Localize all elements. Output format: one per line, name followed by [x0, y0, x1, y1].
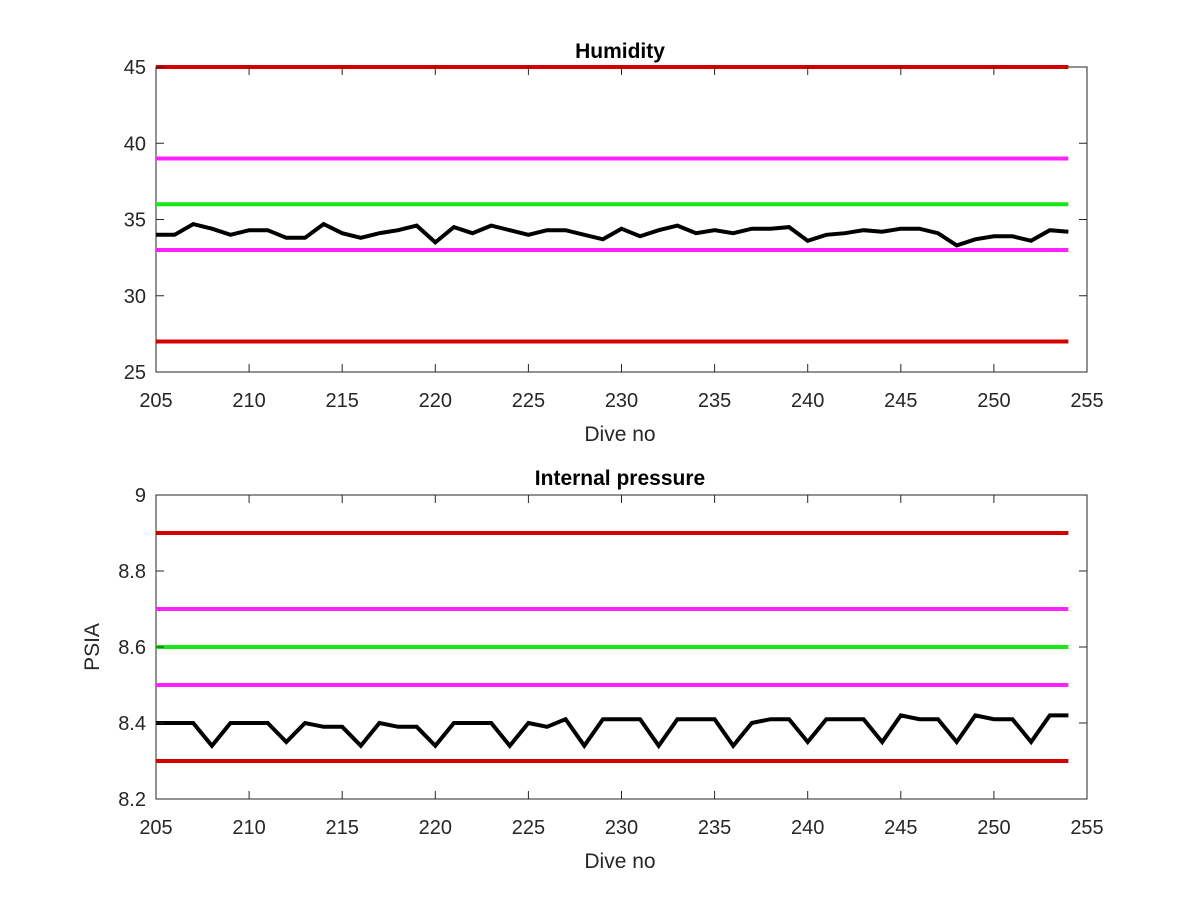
- x-tick-label: 250: [977, 390, 1010, 412]
- x-tick-label: 220: [419, 390, 452, 412]
- y-tick-label: 30: [124, 286, 146, 308]
- x-tick-label: 255: [1070, 817, 1103, 839]
- y-tick-label: 8.4: [118, 713, 146, 735]
- y-tick-label: 45: [124, 57, 146, 79]
- y-tick-label: 40: [124, 133, 146, 155]
- y-tick-label: 8.2: [118, 789, 146, 811]
- internal-pressure-plot: Internal pressure Dive no PSIA 205 210 215…: [81, 467, 1104, 873]
- x-tick-label: 250: [977, 817, 1010, 839]
- y-tick-label: 8.6: [118, 637, 146, 659]
- x-tick-label: 255: [1070, 390, 1103, 412]
- x-tick-label: 235: [698, 390, 731, 412]
- x-tick-label: 225: [512, 817, 545, 839]
- x-tick-label: 210: [232, 390, 265, 412]
- x-tick-label: 205: [139, 817, 172, 839]
- x-tick-label: 225: [512, 390, 545, 412]
- x-axis-label: Dive no: [584, 850, 655, 873]
- x-tick-label: 215: [326, 817, 359, 839]
- x-tick-label: 215: [326, 390, 359, 412]
- y-axis-label: PSIA: [81, 623, 104, 671]
- data-series-0: [156, 713, 1069, 750]
- x-tick-label: 230: [605, 817, 638, 839]
- x-tick-label: 245: [884, 817, 917, 839]
- y-tick-label: 25: [124, 362, 146, 384]
- x-tick-label: 240: [791, 390, 824, 412]
- data-series-0: [156, 221, 1069, 248]
- y-tick-label: 8.8: [118, 561, 146, 583]
- x-tick-label: 235: [698, 817, 731, 839]
- x-tick-label: 205: [139, 390, 172, 412]
- y-tick-label: 35: [124, 210, 146, 232]
- y-tick-label: 9: [135, 485, 146, 507]
- axes-box: [155, 66, 1088, 373]
- humidity-plot: Humidity Dive no 205 210 215 220 225 230 235 24…: [124, 40, 1104, 446]
- x-tick-label: 230: [605, 390, 638, 412]
- x-tick-label: 245: [884, 390, 917, 412]
- chart-title: Internal pressure: [535, 467, 705, 490]
- x-tick-label: 220: [419, 817, 452, 839]
- x-tick-label: 240: [791, 817, 824, 839]
- x-axis-label: Dive no: [584, 423, 655, 446]
- x-tick-label: 210: [232, 817, 265, 839]
- chart-title: Humidity: [575, 40, 665, 63]
